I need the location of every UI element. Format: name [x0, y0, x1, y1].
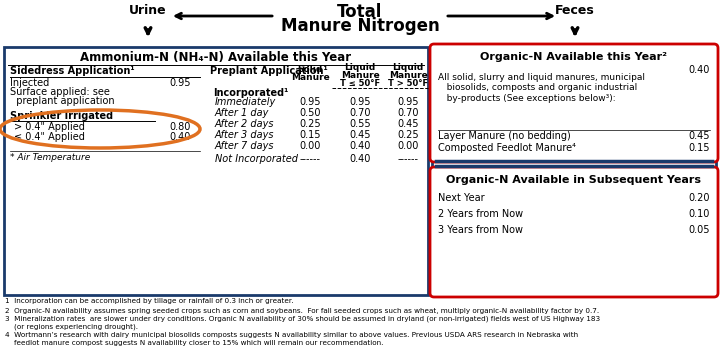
Text: Manure: Manure: [341, 71, 379, 79]
Text: Layer Manure (no bedding): Layer Manure (no bedding): [438, 131, 571, 141]
Text: ------: ------: [300, 154, 320, 164]
Text: Liquid: Liquid: [344, 64, 376, 72]
Text: Sidedress Application¹: Sidedress Application¹: [10, 66, 135, 76]
Text: 0.25: 0.25: [397, 130, 419, 140]
Text: All solid, slurry and liquid manures, municipal
   biosolids, composts and organ: All solid, slurry and liquid manures, mu…: [438, 73, 645, 103]
Text: 0.40: 0.40: [349, 154, 371, 164]
Text: Liquid: Liquid: [392, 64, 423, 72]
Text: After 7 days: After 7 days: [215, 141, 274, 151]
Text: Feces: Feces: [555, 5, 595, 18]
Text: 0.95: 0.95: [169, 78, 191, 88]
Text: After 3 days: After 3 days: [215, 130, 274, 140]
Text: Organic-N Available this Year²: Organic-N Available this Year²: [480, 52, 667, 62]
Text: Ammonium-N (NH₄-N) Available this Year: Ammonium-N (NH₄-N) Available this Year: [81, 50, 351, 64]
Text: 0.25: 0.25: [300, 119, 321, 129]
Text: 1  Incorporation can be accomplished by tillage or rainfall of 0.3 inch or great: 1 Incorporation can be accomplished by t…: [5, 298, 294, 304]
Text: Sprinkler Irrigated: Sprinkler Irrigated: [10, 111, 113, 121]
Text: 0.70: 0.70: [397, 108, 419, 118]
Text: 0.10: 0.10: [688, 209, 710, 219]
Text: Not Incorporated: Not Incorporated: [215, 154, 298, 164]
Text: 0.15: 0.15: [688, 143, 710, 153]
Text: 0.70: 0.70: [349, 108, 371, 118]
Text: Next Year: Next Year: [438, 193, 485, 203]
Text: Organic-N Available in Subsequent Years: Organic-N Available in Subsequent Years: [446, 175, 701, 185]
Text: 0.05: 0.05: [688, 225, 710, 235]
Text: 2 Years from Now: 2 Years from Now: [438, 209, 523, 219]
Text: 0.15: 0.15: [300, 130, 320, 140]
Text: Manure Nitrogen: Manure Nitrogen: [281, 17, 439, 35]
Text: 0.80: 0.80: [169, 122, 191, 132]
Text: > 0.4" Applied: > 0.4" Applied: [14, 122, 85, 132]
Text: 0.40: 0.40: [688, 65, 710, 75]
Text: 0.95: 0.95: [300, 97, 320, 107]
Text: 4  Wortmann’s research with dairy municipal biosolids composts suggests N availa: 4 Wortmann’s research with dairy municip…: [5, 333, 578, 346]
Text: 3 Years from Now: 3 Years from Now: [438, 225, 523, 235]
Text: 0.20: 0.20: [688, 193, 710, 203]
Text: * Air Temperature: * Air Temperature: [10, 152, 90, 162]
Text: T ≤ 50°F: T ≤ 50°F: [340, 78, 380, 88]
Text: ------: ------: [397, 154, 418, 164]
Text: Incorporated¹: Incorporated¹: [213, 88, 289, 98]
Text: 0.45: 0.45: [688, 131, 710, 141]
Text: T > 50°F: T > 50°F: [388, 78, 428, 88]
Text: Injected: Injected: [10, 78, 49, 88]
Text: After 2 days: After 2 days: [215, 119, 274, 129]
Text: Preplant Application¹: Preplant Application¹: [210, 66, 328, 76]
Text: Manure: Manure: [389, 71, 428, 79]
Text: 0.00: 0.00: [397, 141, 419, 151]
Text: Solid: Solid: [297, 66, 323, 74]
Text: ≤ 0.4" Applied: ≤ 0.4" Applied: [14, 132, 85, 142]
Text: 0.45: 0.45: [397, 119, 419, 129]
Text: Composted Feedlot Manure⁴: Composted Feedlot Manure⁴: [438, 143, 576, 153]
Text: 0.95: 0.95: [349, 97, 371, 107]
Text: 0.95: 0.95: [397, 97, 419, 107]
Text: Manure: Manure: [291, 73, 329, 83]
Text: Immediately: Immediately: [215, 97, 276, 107]
Text: Surface applied: see: Surface applied: see: [10, 87, 110, 97]
Text: 0.00: 0.00: [300, 141, 320, 151]
Text: 0.50: 0.50: [300, 108, 320, 118]
FancyBboxPatch shape: [432, 47, 716, 295]
Text: 0.40: 0.40: [169, 132, 191, 142]
Text: Urine: Urine: [129, 5, 167, 18]
Text: 0.55: 0.55: [349, 119, 371, 129]
FancyBboxPatch shape: [4, 47, 428, 295]
Text: 0.45: 0.45: [349, 130, 371, 140]
Text: 0.40: 0.40: [349, 141, 371, 151]
Text: 2  Organic-N availability assumes spring seeded crops such as corn and soybeans.: 2 Organic-N availability assumes spring …: [5, 308, 599, 314]
Text: preplant application: preplant application: [10, 96, 114, 106]
FancyBboxPatch shape: [430, 44, 718, 162]
Text: 3  Mineralization rates  are slower under dry conditions. Organic N availability: 3 Mineralization rates are slower under …: [5, 316, 600, 330]
Text: Total: Total: [337, 3, 383, 21]
Text: After 1 day: After 1 day: [215, 108, 269, 118]
FancyBboxPatch shape: [430, 167, 718, 297]
